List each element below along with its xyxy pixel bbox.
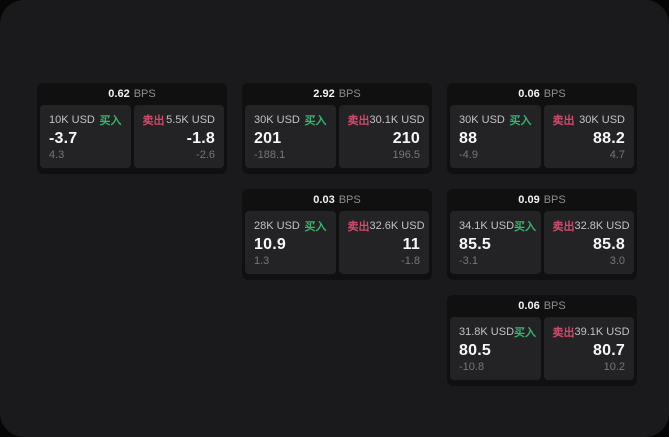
- sell-sub-value: -2.6: [196, 149, 215, 161]
- sell-quote-tile[interactable]: 卖出 30K USD 88.2 4.7: [543, 105, 634, 168]
- order-size-label: 30K USD: [579, 114, 625, 126]
- buy-label: 买入: [514, 221, 537, 233]
- buy-sub-value: 4.3: [49, 149, 65, 161]
- sell-sub-value: 4.7: [609, 149, 625, 161]
- bps-card: 0.06 BPS 31.8K USD 买入 80.5 -10.8 卖出 39.1…: [447, 295, 637, 386]
- order-size-label: 31.8K USD: [459, 326, 515, 338]
- order-size-label: 28K USD: [254, 220, 300, 232]
- sell-sub-value: 3.0: [609, 255, 625, 267]
- bps-card: 0.03 BPS 28K USD 买入 10.9 1.3 卖出 32.6K US…: [242, 189, 432, 280]
- bps-value: 0.06: [518, 300, 540, 312]
- buy-sub-value: -10.8: [459, 361, 485, 373]
- buy-price: -3.7: [49, 130, 78, 147]
- buy-price: 85.5: [459, 236, 491, 253]
- order-size-label: 30K USD: [254, 114, 300, 126]
- buy-label: 买入: [304, 221, 327, 233]
- order-size-label: 39.1K USD: [574, 326, 630, 338]
- bps-card: 0.06 BPS 30K USD 买入 88 -4.9 卖出 30K USD 8…: [447, 83, 637, 174]
- bps-header: 0.03 BPS: [242, 189, 432, 211]
- order-size-label: 5.5K USD: [166, 114, 215, 126]
- buy-label: 买入: [514, 327, 537, 339]
- buy-sub-value: -4.9: [459, 149, 478, 161]
- sell-label: 卖出: [552, 327, 575, 339]
- sell-quote-tile[interactable]: 卖出 5.5K USD -1.8 -2.6: [133, 105, 224, 168]
- bps-value: 0.09: [518, 194, 540, 206]
- order-size-label: 10K USD: [49, 114, 95, 126]
- bps-card: 0.09 BPS 34.1K USD 买入 85.5 -3.1 卖出 32.8K…: [447, 189, 637, 280]
- order-size-label: 34.1K USD: [459, 220, 515, 232]
- sell-price: 11: [402, 236, 420, 253]
- buy-quote-tile[interactable]: 30K USD 买入 201 -188.1: [245, 105, 336, 168]
- sell-price: 80.7: [593, 342, 625, 359]
- order-size-label: 30.1K USD: [369, 114, 425, 126]
- bps-unit-label: BPS: [543, 88, 566, 100]
- buy-price: 88: [459, 130, 478, 147]
- bps-header: 0.06 BPS: [447, 83, 637, 105]
- buy-sub-value: -3.1: [459, 255, 478, 267]
- buy-label: 买入: [509, 115, 532, 127]
- order-size-label: 32.8K USD: [574, 220, 630, 232]
- bps-unit-label: BPS: [133, 88, 156, 100]
- bps-unit-label: BPS: [543, 194, 566, 206]
- sell-quote-tile[interactable]: 卖出 39.1K USD 80.7 10.2: [543, 317, 634, 380]
- buy-price: 10.9: [254, 236, 286, 253]
- buy-sub-value: 1.3: [254, 255, 270, 267]
- sell-price: -1.8: [186, 130, 215, 147]
- bps-value: 0.62: [108, 88, 130, 100]
- sell-price: 85.8: [593, 236, 625, 253]
- buy-price: 80.5: [459, 342, 491, 359]
- sell-sub-value: -1.8: [401, 255, 420, 267]
- bps-card: 2.92 BPS 30K USD 买入 201 -188.1 卖出 30.1K …: [242, 83, 432, 174]
- sell-price: 210: [392, 130, 420, 147]
- buy-quote-tile[interactable]: 30K USD 买入 88 -4.9: [450, 105, 541, 168]
- bps-card: 0.62 BPS 10K USD 买入 -3.7 4.3 卖出 5.5K USD…: [37, 83, 227, 174]
- bps-header: 0.09 BPS: [447, 189, 637, 211]
- sell-label: 卖出: [552, 221, 575, 233]
- bps-value: 0.06: [518, 88, 540, 100]
- sell-label: 卖出: [347, 221, 370, 233]
- buy-quote-tile[interactable]: 10K USD 买入 -3.7 4.3: [40, 105, 131, 168]
- bps-header: 0.06 BPS: [447, 295, 637, 317]
- sell-quote-tile[interactable]: 卖出 32.6K USD 11 -1.8: [338, 211, 429, 274]
- sell-quote-tile[interactable]: 卖出 32.8K USD 85.8 3.0: [543, 211, 634, 274]
- sell-sub-value: 10.2: [603, 361, 625, 373]
- buy-quote-tile[interactable]: 34.1K USD 买入 85.5 -3.1: [450, 211, 541, 274]
- sell-label: 卖出: [347, 115, 370, 127]
- buy-price: 201: [254, 130, 282, 147]
- sell-price: 88.2: [593, 130, 625, 147]
- bps-unit-label: BPS: [338, 88, 361, 100]
- bps-header: 2.92 BPS: [242, 83, 432, 105]
- order-size-label: 30K USD: [459, 114, 505, 126]
- bps-unit-label: BPS: [543, 300, 566, 312]
- bps-value: 2.92: [313, 88, 335, 100]
- bps-header: 0.62 BPS: [37, 83, 227, 105]
- buy-label: 买入: [304, 115, 327, 127]
- order-size-label: 32.6K USD: [369, 220, 425, 232]
- sell-sub-value: 196.5: [392, 149, 420, 161]
- buy-quote-tile[interactable]: 31.8K USD 买入 80.5 -10.8: [450, 317, 541, 380]
- sell-quote-tile[interactable]: 卖出 30.1K USD 210 196.5: [338, 105, 429, 168]
- buy-quote-tile[interactable]: 28K USD 买入 10.9 1.3: [245, 211, 336, 274]
- bps-unit-label: BPS: [338, 194, 361, 206]
- sell-label: 卖出: [142, 115, 165, 127]
- buy-label: 买入: [99, 115, 122, 127]
- sell-label: 卖出: [552, 115, 575, 127]
- bps-value: 0.03: [313, 194, 335, 206]
- buy-sub-value: -188.1: [254, 149, 286, 161]
